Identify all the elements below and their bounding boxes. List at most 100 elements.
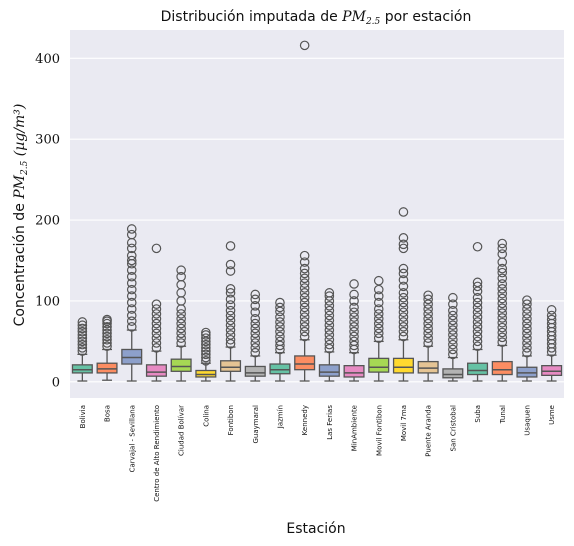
outlier-point: [497, 284, 508, 294]
box-iqr: [343, 364, 365, 378]
box-iqr: [318, 364, 340, 377]
x-tick-label: Las Ferias: [326, 405, 334, 440]
outlier-point: [77, 343, 88, 353]
x-axis-label: Estación: [286, 521, 345, 537]
outlier-point: [423, 309, 433, 319]
outlier-point: [126, 255, 137, 266]
outlier-point: [126, 310, 137, 321]
x-tick-label: Colina: [202, 405, 210, 427]
outlier-point: [448, 334, 458, 345]
outlier-point: [448, 299, 458, 309]
outlier-point: [349, 326, 359, 337]
outlier-point: [250, 313, 261, 324]
outlier-point: [299, 322, 310, 332]
y-tick-label: 400: [35, 52, 60, 67]
outlier-point: [373, 318, 384, 329]
box-group: [417, 290, 439, 382]
outlier-point: [324, 339, 335, 350]
y-tick-label: 200: [35, 214, 60, 229]
x-tick-label: Bolivia: [79, 405, 87, 428]
outlier-point: [398, 297, 409, 308]
outlier-point: [151, 323, 162, 334]
outlier-point: [448, 305, 458, 316]
box-iqr: [220, 360, 242, 372]
box-group: [170, 265, 192, 382]
title-prefix: Distribución imputada de: [161, 9, 343, 25]
outlier-point: [522, 313, 532, 324]
outlier-point: [151, 243, 162, 254]
outlier-point: [102, 328, 112, 339]
outlier-point: [102, 341, 112, 352]
outlier-point: [448, 315, 458, 326]
y-axis-label: Concentración de PM2.5 (µg/m³): [12, 104, 30, 327]
x-tick-label: Tunal: [499, 405, 507, 424]
outlier-point: [250, 328, 261, 339]
outlier-point: [423, 328, 433, 339]
outlier-point: [373, 313, 384, 324]
box-group: [145, 243, 167, 382]
outlier-point: [275, 317, 285, 327]
box-group: [96, 314, 118, 381]
outlier-point: [423, 313, 433, 324]
outlier-point: [522, 333, 532, 343]
outlier-point: [176, 328, 186, 339]
outlier-point: [225, 334, 236, 345]
outlier-point: [373, 323, 384, 334]
outlier-point: [225, 330, 236, 340]
outlier-point: [423, 290, 433, 301]
title-suffix: por estación: [380, 9, 471, 25]
outlier-point: [275, 336, 285, 347]
outlier-point: [102, 338, 112, 348]
outlier-point: [423, 294, 433, 305]
outlier-point: [497, 298, 508, 309]
outlier-point: [299, 40, 310, 51]
outlier-point: [102, 334, 112, 345]
outlier-point: [151, 318, 162, 329]
box-iqr: [541, 364, 563, 377]
outlier-point: [349, 302, 359, 313]
outlier-point: [398, 312, 409, 322]
outlier-point: [151, 343, 162, 353]
outlier-point: [250, 307, 261, 318]
outlier-point: [299, 250, 310, 261]
box-iqr: [170, 358, 192, 372]
outlier-point: [472, 322, 483, 332]
outlier-point: [472, 312, 483, 322]
outlier-point: [497, 263, 508, 274]
box-iqr: [244, 365, 266, 377]
outlier-point: [472, 302, 483, 313]
outlier-point: [398, 331, 409, 342]
box-group: [244, 289, 266, 382]
outlier-point: [497, 317, 508, 328]
outlier-point: [324, 288, 335, 298]
x-tick-label: Puente Aranda: [425, 405, 433, 457]
outlier-point: [126, 229, 137, 240]
x-tick-label: Ciudad Bolívar: [178, 405, 186, 456]
outlier-point: [225, 266, 236, 276]
outlier-point: [398, 233, 409, 243]
outlier-point: [423, 333, 433, 343]
outlier-point: [497, 313, 508, 323]
box-iqr: [269, 363, 291, 375]
outlier-point: [250, 289, 261, 300]
box-group: [467, 241, 489, 382]
outlier-point: [546, 305, 557, 315]
outlier-point: [77, 330, 88, 340]
outlier-point: [472, 336, 483, 347]
outlier-point: [299, 283, 310, 293]
outlier-point: [151, 309, 162, 319]
outlier-point: [201, 327, 211, 338]
outlier-point: [472, 281, 483, 292]
box-group: [269, 297, 291, 382]
outlier-point: [448, 344, 458, 355]
outlier-point: [275, 312, 285, 322]
outlier-point: [448, 349, 458, 360]
outlier-point: [225, 315, 236, 326]
outlier-point: [299, 297, 310, 308]
outlier-point: [398, 322, 409, 332]
outlier-point: [522, 309, 532, 319]
x-tick-label: Guaymaral: [252, 405, 260, 444]
outlier-point: [126, 284, 137, 295]
x-tick-label: Kennedy: [301, 405, 309, 435]
outlier-point: [398, 281, 409, 292]
